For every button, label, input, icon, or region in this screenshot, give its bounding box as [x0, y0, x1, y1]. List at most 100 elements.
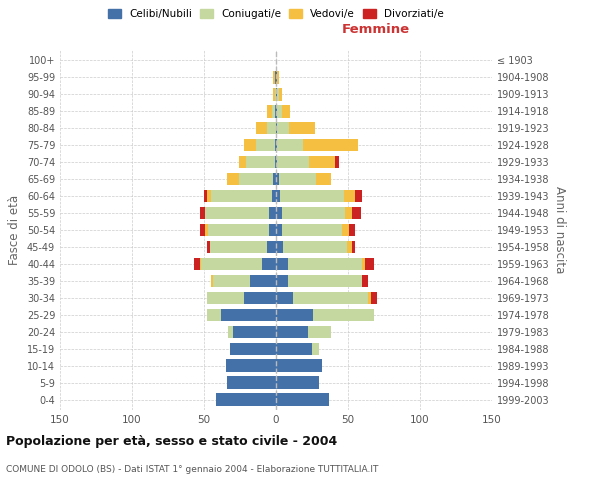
Bar	[345, 206, 352, 220]
Bar	[283, 240, 347, 254]
Bar	[276, 326, 308, 338]
Bar	[227, 376, 276, 389]
Bar	[365, 258, 374, 270]
Bar	[277, 138, 304, 151]
Bar	[201, 258, 262, 270]
Bar	[312, 342, 319, 355]
Bar	[342, 224, 349, 236]
Bar	[275, 138, 276, 151]
Bar	[276, 394, 329, 406]
Bar	[210, 240, 268, 254]
Bar	[277, 156, 309, 168]
Y-axis label: Fasce di età: Fasce di età	[8, 195, 21, 265]
Bar	[313, 308, 374, 322]
Bar	[335, 156, 340, 168]
Bar	[316, 172, 331, 186]
Bar	[211, 274, 212, 287]
Bar	[371, 292, 377, 304]
Bar	[276, 138, 277, 151]
Bar	[347, 240, 352, 254]
Bar	[282, 206, 345, 220]
Bar	[276, 172, 279, 186]
Bar	[275, 105, 276, 118]
Bar	[279, 172, 316, 186]
Bar	[287, 274, 362, 287]
Bar	[207, 240, 210, 254]
Bar	[276, 360, 322, 372]
Bar	[239, 156, 246, 168]
Bar	[239, 172, 273, 186]
Bar	[208, 224, 269, 236]
Bar	[207, 292, 244, 304]
Bar	[200, 224, 205, 236]
Bar	[280, 190, 344, 202]
Bar	[215, 394, 276, 406]
Bar	[204, 190, 207, 202]
Bar	[289, 122, 315, 134]
Bar	[276, 105, 277, 118]
Bar	[221, 308, 276, 322]
Bar	[308, 326, 331, 338]
Bar	[276, 240, 283, 254]
Bar	[246, 156, 275, 168]
Bar	[276, 122, 277, 134]
Text: Popolazione per età, sesso e stato civile - 2004: Popolazione per età, sesso e stato civil…	[6, 435, 337, 448]
Bar	[277, 122, 289, 134]
Bar	[229, 326, 233, 338]
Bar	[262, 258, 276, 270]
Bar	[272, 105, 275, 118]
Bar	[244, 292, 276, 304]
Legend: Celibi/Nubili, Coniugati/e, Vedovi/e, Divorziati/e: Celibi/Nubili, Coniugati/e, Vedovi/e, Di…	[104, 5, 448, 23]
Bar	[287, 258, 362, 270]
Bar	[282, 224, 342, 236]
Bar	[256, 122, 268, 134]
Bar	[276, 308, 313, 322]
Bar	[362, 274, 368, 287]
Bar	[244, 138, 256, 151]
Bar	[282, 105, 290, 118]
Bar	[277, 88, 279, 101]
Bar	[276, 88, 277, 101]
Text: COMUNE DI ODOLO (BS) - Dati ISTAT 1° gennaio 2004 - Elaborazione TUTTITALIA.IT: COMUNE DI ODOLO (BS) - Dati ISTAT 1° gen…	[6, 465, 379, 474]
Bar	[275, 71, 276, 84]
Bar	[309, 156, 335, 168]
Bar	[227, 172, 239, 186]
Bar	[276, 342, 312, 355]
Bar	[207, 190, 211, 202]
Bar	[269, 206, 276, 220]
Bar	[272, 190, 276, 202]
Bar	[276, 274, 287, 287]
Bar	[268, 122, 276, 134]
Bar	[276, 206, 282, 220]
Bar	[276, 71, 277, 84]
Bar	[200, 206, 205, 220]
Bar	[268, 240, 276, 254]
Bar	[368, 292, 371, 304]
Bar	[276, 258, 287, 270]
Bar	[273, 71, 275, 84]
Bar	[250, 274, 276, 287]
Bar	[293, 292, 368, 304]
Bar	[279, 88, 282, 101]
Bar	[276, 156, 277, 168]
Bar	[277, 105, 282, 118]
Bar	[205, 224, 208, 236]
Bar	[275, 156, 276, 168]
Bar	[276, 224, 282, 236]
Bar	[256, 138, 275, 151]
Bar	[273, 88, 275, 101]
Bar	[355, 190, 362, 202]
Bar	[230, 342, 276, 355]
Bar	[352, 206, 361, 220]
Bar	[277, 71, 279, 84]
Bar	[269, 224, 276, 236]
Bar	[349, 224, 355, 236]
Bar	[268, 105, 272, 118]
Bar	[304, 138, 358, 151]
Bar	[211, 190, 272, 202]
Bar	[344, 190, 355, 202]
Bar	[205, 206, 269, 220]
Y-axis label: Anni di nascita: Anni di nascita	[553, 186, 566, 274]
Bar	[207, 308, 221, 322]
Bar	[226, 360, 276, 372]
